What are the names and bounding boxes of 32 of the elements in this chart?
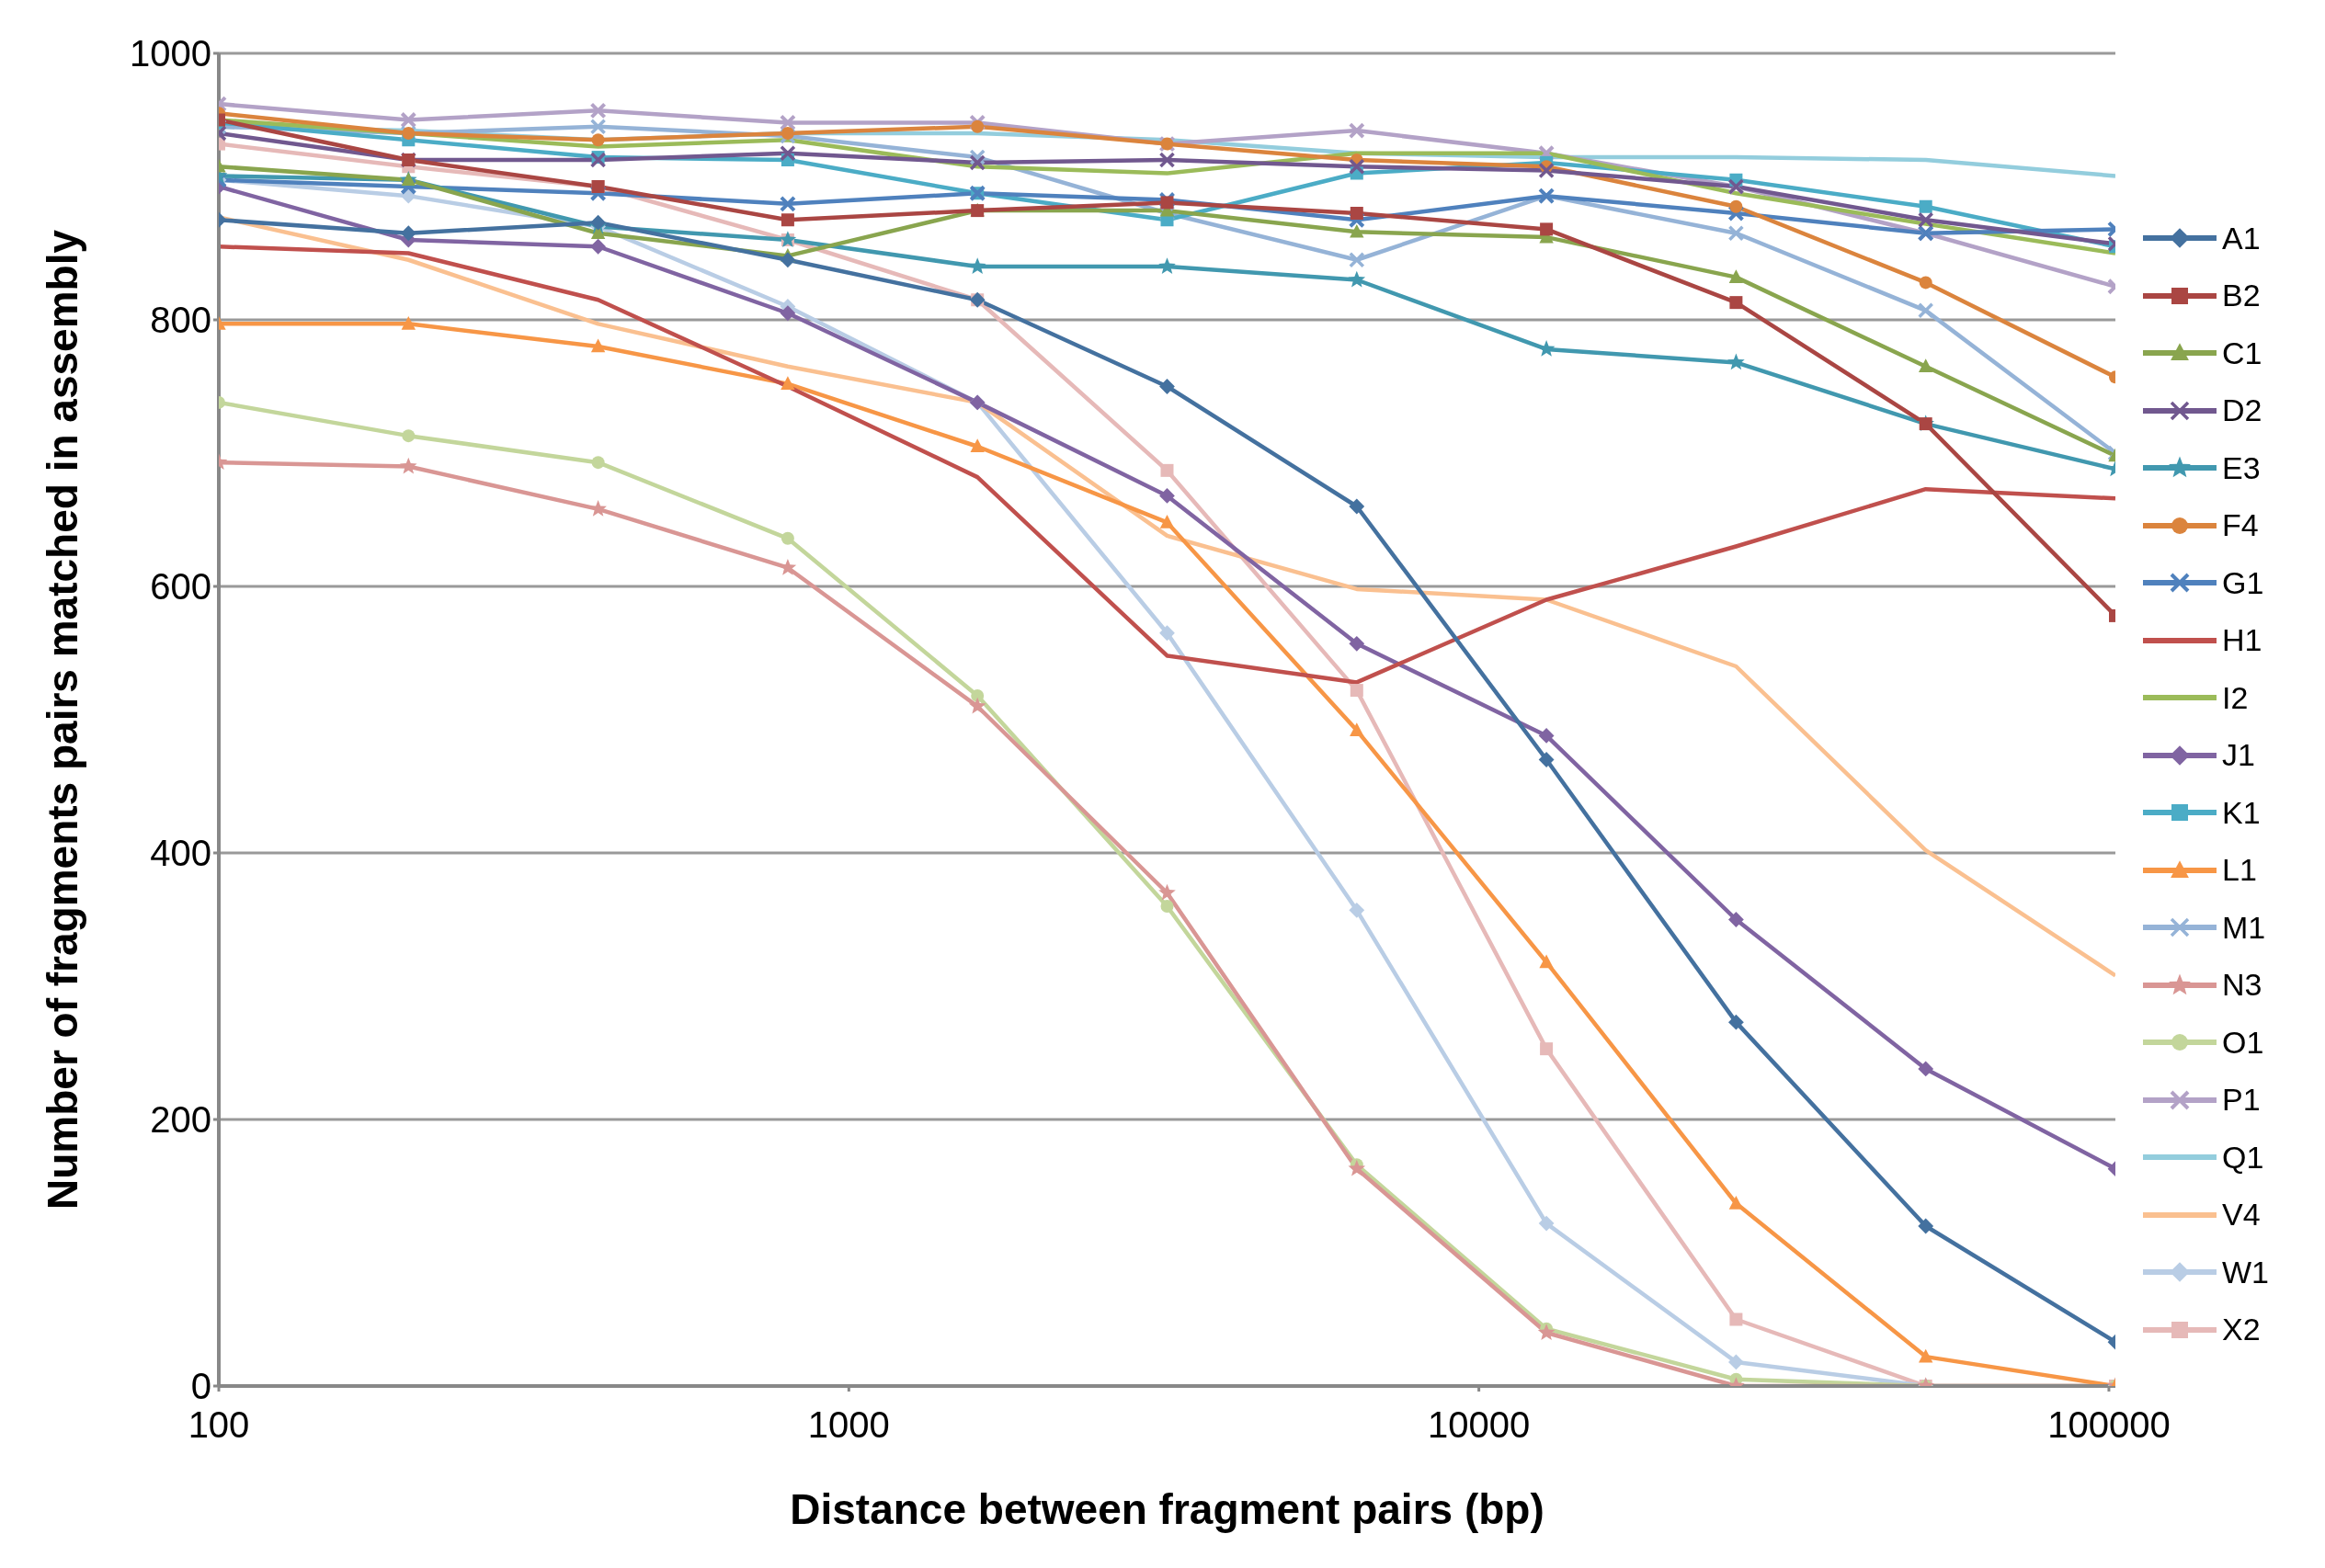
legend-label: M1 (2222, 909, 2266, 946)
legend-label: Q1 (2222, 1139, 2264, 1176)
y-tick-label: 600 (150, 566, 211, 608)
y-tick-label: 0 (190, 1366, 211, 1407)
legend-label: D2 (2222, 392, 2262, 429)
legend-label: I2 (2222, 679, 2249, 716)
legend-label: C1 (2222, 335, 2262, 371)
legend-label: V4 (2222, 1197, 2261, 1233)
legend-label: N3 (2222, 967, 2262, 1004)
legend-label: A1 (2222, 220, 2261, 256)
legend-label: W1 (2222, 1254, 2269, 1290)
y-tick-label: 200 (150, 1099, 211, 1141)
x-tick-label: 100000 (2047, 1404, 2171, 1446)
y-tick-label: 1000 (130, 33, 211, 74)
x-tick-label: 1000 (807, 1404, 890, 1446)
y-tick-label: 400 (150, 833, 211, 874)
legend-label: J1 (2222, 737, 2255, 774)
x-tick-label: 10000 (1428, 1404, 1531, 1446)
legend-label: F4 (2222, 507, 2259, 544)
legend-label: O1 (2222, 1024, 2264, 1061)
legend-label: K1 (2222, 794, 2261, 831)
y-axis-title: Number of fragments pairs matched in assembly (39, 229, 87, 1210)
y-tick-label: 800 (150, 300, 211, 341)
x-axis-title: Distance between fragment pairs (bp) (790, 1485, 1544, 1533)
legend-label: H1 (2222, 622, 2262, 659)
legend-label: P1 (2222, 1082, 2261, 1119)
legend-label: B2 (2222, 278, 2261, 314)
x-tick-label: 100 (188, 1404, 250, 1446)
legend-label: E3 (2222, 449, 2261, 486)
legend-label: X2 (2222, 1312, 2261, 1348)
legend-label: L1 (2222, 852, 2257, 889)
legend-label: G1 (2222, 564, 2264, 601)
